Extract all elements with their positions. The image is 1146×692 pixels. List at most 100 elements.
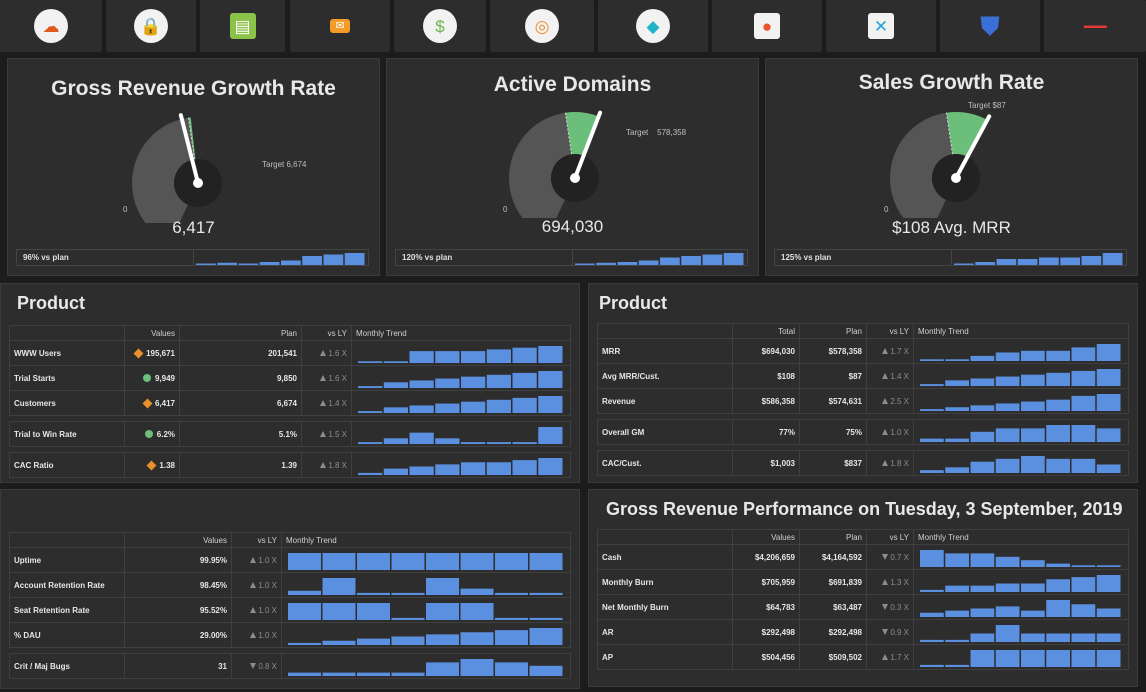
tile-tools[interactable]: ✕ <box>826 0 936 52</box>
row-vs-ly: 1.0 X <box>258 555 277 565</box>
table-row[interactable]: Monthly Burn $705,959 $691,839 1.3 X <box>597 569 1129 595</box>
gauge-value: 6,417 <box>172 218 215 237</box>
gauge-chart <box>132 113 222 223</box>
trend-bar <box>259 262 280 265</box>
row-value: $694,030 <box>761 346 795 356</box>
column-header: Monthly Trend <box>913 323 1129 339</box>
gauge-zero-label: 0 <box>503 205 508 214</box>
row-value: 95.52% <box>199 605 227 615</box>
trend-bar <box>357 553 390 570</box>
vs-plan-bar: 96% vs plan <box>16 249 369 266</box>
trend-bar <box>426 603 459 620</box>
trend-bar <box>970 650 995 667</box>
trend-bar <box>461 401 486 413</box>
row-label: Monthly Burn <box>602 577 654 587</box>
trend-bar <box>358 411 383 413</box>
tile-printer[interactable]: ▤ <box>200 0 285 52</box>
table-row[interactable]: Revenue $586,358 $574,631 2.5 X <box>597 388 1129 414</box>
trend-bar <box>995 650 1020 667</box>
trend-bar <box>995 352 1020 361</box>
flag-banner-icon: ▬▬▬ <box>1083 21 1107 30</box>
trend-bar <box>575 263 595 265</box>
tile-fingerprint[interactable]: ◎ <box>490 0 594 52</box>
table-row[interactable]: AP $504,456 $509,502 1.7 X <box>597 644 1129 670</box>
trend-bar <box>1046 633 1070 642</box>
column-header <box>597 323 733 339</box>
trend-bar <box>1081 256 1102 265</box>
table-row[interactable]: MRR $694,030 $578,358 1.7 X <box>597 338 1129 364</box>
trend-bar <box>460 659 494 676</box>
trend-bar <box>945 359 969 361</box>
up-arrow-icon <box>320 462 327 469</box>
trend-bar <box>538 346 563 363</box>
diamond-icon <box>133 348 144 359</box>
table-row[interactable]: Crit / Maj Bugs 31 0.8 X <box>9 653 571 679</box>
column-header <box>9 532 125 548</box>
tile-diamond[interactable]: ◆ <box>598 0 708 52</box>
row-label: WWW Users <box>14 348 62 358</box>
row-plan: 6,674 <box>276 398 297 408</box>
table-row[interactable]: Customers 6,417 6,674 1.4 X <box>9 390 571 416</box>
trend-bar <box>435 438 460 444</box>
trend-bar <box>1096 464 1121 473</box>
trend-bar <box>920 589 944 592</box>
trend-bar <box>1021 456 1045 473</box>
table-row[interactable]: CAC Ratio 1.38 1.39 1.8 X <box>9 452 571 478</box>
column-header <box>9 325 125 341</box>
table-row[interactable]: Overall GM 77% 75% 1.0 X <box>597 419 1129 445</box>
row-plan: $837 <box>844 458 862 468</box>
trend-bar <box>461 351 486 363</box>
tile-money[interactable]: $ <box>394 0 486 52</box>
trend-bar <box>1046 650 1070 667</box>
trend-bar <box>461 376 486 388</box>
trend-bar <box>391 636 425 645</box>
vs-plan-label: 120% vs plan <box>402 253 453 262</box>
operations-table: Values vs LY Monthly Trend Uptime 99.95% 1.0 … <box>9 532 571 679</box>
tile-banner[interactable]: ▬▬▬ <box>1044 0 1146 52</box>
table-row[interactable]: AR $292,498 $292,498 0.9 X <box>597 619 1129 645</box>
table-row[interactable]: Uptime 99.95% 1.0 X <box>9 547 571 573</box>
product-panel-left: Product Values Plan vs LY Monthly Trend WWW … <box>0 283 580 483</box>
trend-bar <box>1096 394 1121 411</box>
column-header: Values <box>124 325 180 341</box>
tile-globe[interactable]: ● <box>712 0 822 52</box>
fingerprint-icon: ◎ <box>525 9 559 43</box>
row-label: Net Monthly Burn <box>602 602 669 612</box>
table-row[interactable]: Net Monthly Burn $64,783 $63,487 0.3 X <box>597 594 1129 620</box>
table-row[interactable]: CAC/Cust. $1,003 $837 1.8 X <box>597 450 1129 476</box>
tile-lock[interactable]: 🔒 <box>106 0 196 52</box>
trend-bar <box>409 380 434 388</box>
gauge-over-target-arc <box>946 112 988 157</box>
table-row[interactable]: WWW Users 195,671 201,541 1.6 X <box>9 340 571 366</box>
monthly-trend-chart <box>358 427 563 444</box>
row-value: 195,671 <box>146 348 175 358</box>
trend-bar <box>920 409 944 411</box>
trend-bar <box>995 606 1020 617</box>
tile-shield[interactable]: ⛊ <box>940 0 1040 52</box>
row-plan: 9,850 <box>276 373 297 383</box>
table-row[interactable]: Trial Starts 9,949 9,850 1.6 X <box>9 365 571 391</box>
tile-cloud[interactable]: ☁ <box>0 0 102 52</box>
row-value: 99.95% <box>199 555 227 565</box>
column-header: vs LY <box>866 323 914 339</box>
trend-bar <box>358 472 383 475</box>
trend-bar <box>288 603 321 620</box>
trend-bar <box>1021 560 1045 567</box>
gauge-track <box>890 112 953 218</box>
table-row[interactable]: Trial to Win Rate 6.2% 5.1% 1.5 X <box>9 421 571 447</box>
row-plan: $87 <box>848 371 862 381</box>
trend-bar <box>357 592 390 595</box>
gauge-track <box>132 117 195 223</box>
table-row[interactable]: Account Retention Rate 98.45% 1.0 X <box>9 572 571 598</box>
trend-bar <box>288 553 321 570</box>
tile-mail[interactable]: ✉ <box>290 0 390 52</box>
column-header <box>597 529 733 545</box>
table-row[interactable]: Avg MRR/Cust. $108 $87 1.4 X <box>597 363 1129 389</box>
trend-bar <box>1096 428 1121 442</box>
trend-bar <box>920 664 944 667</box>
table-row[interactable]: Seat Retention Rate 95.52% 1.0 X <box>9 597 571 623</box>
column-header: Monthly Trend <box>913 529 1129 545</box>
table-row[interactable]: % DAU 29.00% 1.0 X <box>9 622 571 648</box>
table-row[interactable]: Cash $4,206,659 $4,164,592 0.7 X <box>597 544 1129 570</box>
trend-bar <box>954 263 974 265</box>
